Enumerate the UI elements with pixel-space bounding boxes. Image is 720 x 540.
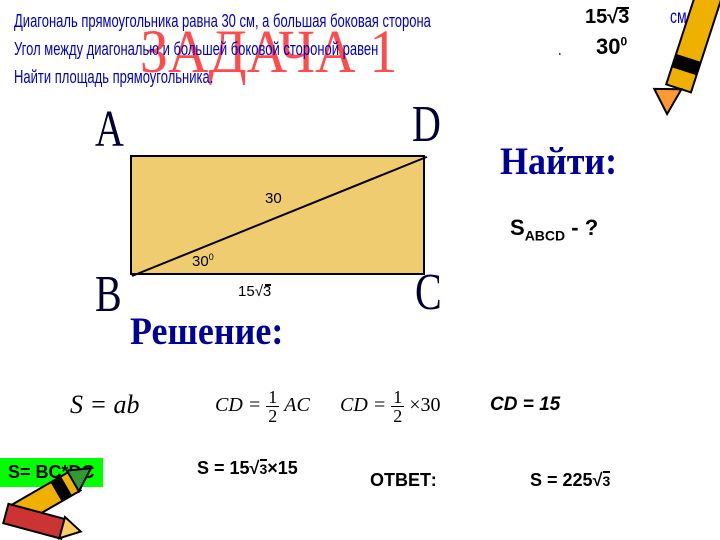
given-angle-sup: 0 (620, 35, 627, 49)
problem-line-1: Диагональ прямоугольника равна 30 см, а … (14, 10, 554, 34)
crayon-icon-bottom (0, 440, 110, 540)
base-label: 15√3 (238, 283, 271, 300)
vertex-a: А (95, 98, 124, 159)
diagonal-line (132, 156, 428, 277)
sqrt-icon: √3 (607, 6, 629, 29)
formula-s-ab: S = ab (70, 390, 140, 420)
base-rad: 3 (263, 283, 271, 300)
calc-pre: S = 15 (197, 458, 250, 478)
angle-label: 300 (192, 252, 214, 270)
diag-length-label: 30 (265, 190, 282, 207)
given-side-num: 15 (585, 6, 607, 28)
ans-pre: S = 225 (530, 470, 593, 490)
base-num: 15 (238, 283, 255, 300)
vertex-d: D (412, 93, 441, 154)
given-side-rad: 3 (618, 6, 629, 28)
vertex-b: В (95, 263, 122, 324)
answer-value: S = 225√3 (530, 470, 610, 491)
find-s: S (510, 215, 525, 240)
frac-half-2: 12 (391, 388, 404, 425)
sqrt-icon-2: √3 (255, 283, 272, 300)
given-angle-num: 30 (596, 34, 620, 59)
times-30: ×30 (409, 394, 440, 416)
given-side: 15√3 (585, 6, 629, 29)
find-sub: ABCD (525, 227, 565, 243)
rectangle-figure (130, 155, 425, 275)
find-header: Найти: (500, 138, 617, 184)
cd-eq2: CD = (340, 394, 391, 416)
cd-result: CD = 15 (490, 394, 560, 416)
answer-label: ОТВЕТ: (370, 470, 437, 491)
find-expression: SABCD - ? (510, 215, 598, 243)
cd-eq: CD = (215, 394, 266, 416)
calc-post: ×15 (267, 458, 298, 478)
formula-cd-ac: CD = 12 AC (215, 388, 310, 425)
sqrt-icon-3: √3 (250, 458, 268, 479)
angle-sup-fig: 0 (209, 252, 214, 262)
ac-text: AC (284, 394, 310, 416)
find-tail: - ? (565, 215, 598, 240)
angle-num: 30 (192, 253, 209, 270)
formula-cd-30: CD = 12 ×30 (340, 388, 441, 425)
period-dot: . (558, 38, 562, 62)
ans-rad: 3 (602, 473, 610, 489)
given-angle: 300 (596, 34, 627, 60)
frac-half-1: 12 (266, 388, 279, 425)
problem-line-3: Найти площадь прямоугольника. (14, 66, 554, 90)
solve-header: Решение: (130, 308, 283, 354)
calc-rad: 3 (259, 461, 267, 477)
problem-line-2: Угол между диагональю и большей боковой … (14, 38, 554, 62)
sqrt-icon-4: √3 (593, 470, 611, 491)
crayon-icon-top (630, 0, 720, 130)
calc-s: S = 15√3×15 (197, 458, 298, 479)
